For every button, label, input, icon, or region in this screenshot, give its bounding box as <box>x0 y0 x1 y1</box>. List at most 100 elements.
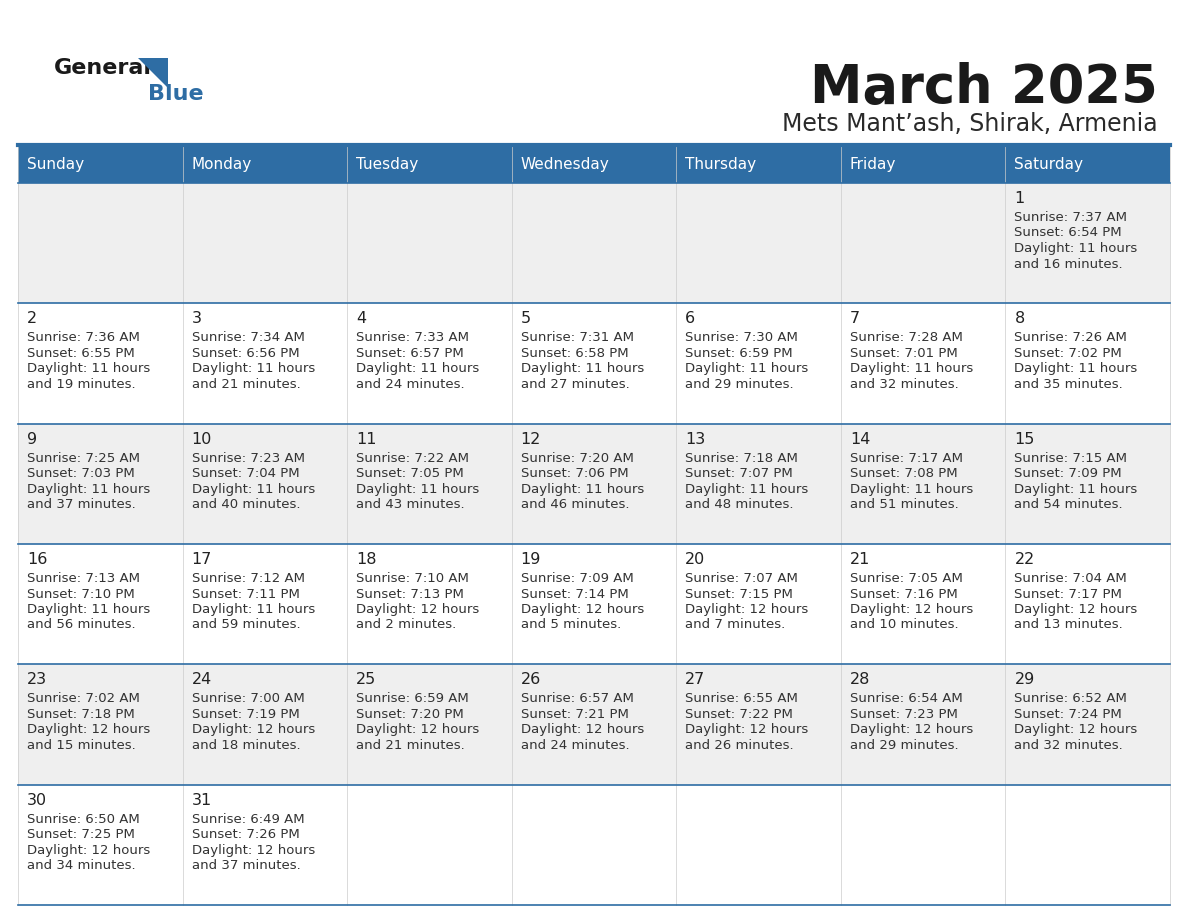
Text: Sunrise: 7:17 AM: Sunrise: 7:17 AM <box>849 452 962 465</box>
Bar <box>347 303 512 424</box>
Text: Mets Mant’ash, Shirak, Armenia: Mets Mant’ash, Shirak, Armenia <box>783 112 1158 136</box>
Text: Sunset: 6:54 PM: Sunset: 6:54 PM <box>1015 227 1121 240</box>
Text: Sunset: 6:59 PM: Sunset: 6:59 PM <box>685 347 792 360</box>
Text: Sunrise: 6:50 AM: Sunrise: 6:50 AM <box>27 812 140 825</box>
Text: and 24 minutes.: and 24 minutes. <box>356 378 465 391</box>
Text: Sunset: 7:21 PM: Sunset: 7:21 PM <box>520 708 628 721</box>
Text: 23: 23 <box>27 672 48 688</box>
Text: 6: 6 <box>685 311 695 326</box>
Bar <box>347 183 512 303</box>
Text: Sunrise: 7:33 AM: Sunrise: 7:33 AM <box>356 331 469 344</box>
Text: Sunrise: 7:10 AM: Sunrise: 7:10 AM <box>356 572 469 585</box>
Text: and 32 minutes.: and 32 minutes. <box>849 378 959 391</box>
Text: 31: 31 <box>191 792 211 808</box>
Bar <box>841 303 1005 424</box>
Text: Sunset: 7:10 PM: Sunset: 7:10 PM <box>27 588 134 600</box>
Text: and 21 minutes.: and 21 minutes. <box>356 739 465 752</box>
Text: Daylight: 11 hours: Daylight: 11 hours <box>520 483 644 496</box>
Text: Sunrise: 7:25 AM: Sunrise: 7:25 AM <box>27 452 140 465</box>
Bar <box>676 544 841 665</box>
Text: Tuesday: Tuesday <box>356 156 418 172</box>
Text: Sunset: 7:01 PM: Sunset: 7:01 PM <box>849 347 958 360</box>
Text: Daylight: 11 hours: Daylight: 11 hours <box>685 483 809 496</box>
Text: Sunset: 6:57 PM: Sunset: 6:57 PM <box>356 347 463 360</box>
Text: Sunset: 6:58 PM: Sunset: 6:58 PM <box>520 347 628 360</box>
Text: Friday: Friday <box>849 156 896 172</box>
Text: 25: 25 <box>356 672 377 688</box>
Text: Sunrise: 6:52 AM: Sunrise: 6:52 AM <box>1015 692 1127 705</box>
Text: Sunrise: 7:05 AM: Sunrise: 7:05 AM <box>849 572 962 585</box>
Bar <box>512 303 676 424</box>
Text: Sunset: 7:15 PM: Sunset: 7:15 PM <box>685 588 794 600</box>
Text: Daylight: 11 hours: Daylight: 11 hours <box>27 363 150 375</box>
Bar <box>18 785 183 905</box>
Text: Daylight: 12 hours: Daylight: 12 hours <box>27 723 150 736</box>
Bar <box>183 145 347 183</box>
Text: and 32 minutes.: and 32 minutes. <box>1015 739 1123 752</box>
Bar <box>1005 183 1170 303</box>
Text: Sunrise: 7:37 AM: Sunrise: 7:37 AM <box>1015 211 1127 224</box>
Text: 3: 3 <box>191 311 202 326</box>
Text: Sunday: Sunday <box>27 156 84 172</box>
Text: 4: 4 <box>356 311 366 326</box>
Text: 7: 7 <box>849 311 860 326</box>
Text: Daylight: 11 hours: Daylight: 11 hours <box>685 363 809 375</box>
Bar <box>1005 303 1170 424</box>
Text: and 34 minutes.: and 34 minutes. <box>27 859 135 872</box>
Text: 18: 18 <box>356 552 377 567</box>
Text: 1: 1 <box>1015 191 1025 206</box>
Text: Sunrise: 6:57 AM: Sunrise: 6:57 AM <box>520 692 633 705</box>
Text: Sunrise: 7:07 AM: Sunrise: 7:07 AM <box>685 572 798 585</box>
Bar <box>841 424 1005 544</box>
Text: Daylight: 12 hours: Daylight: 12 hours <box>356 603 480 616</box>
Text: Sunrise: 6:59 AM: Sunrise: 6:59 AM <box>356 692 469 705</box>
Text: Sunset: 7:16 PM: Sunset: 7:16 PM <box>849 588 958 600</box>
Text: 19: 19 <box>520 552 541 567</box>
Text: Sunrise: 7:36 AM: Sunrise: 7:36 AM <box>27 331 140 344</box>
Text: and 29 minutes.: and 29 minutes. <box>685 378 794 391</box>
Text: Daylight: 11 hours: Daylight: 11 hours <box>191 363 315 375</box>
Polygon shape <box>138 58 168 88</box>
Text: and 37 minutes.: and 37 minutes. <box>27 498 135 511</box>
Bar <box>183 183 347 303</box>
Text: and 26 minutes.: and 26 minutes. <box>685 739 794 752</box>
Bar <box>18 544 183 665</box>
Text: Sunset: 7:14 PM: Sunset: 7:14 PM <box>520 588 628 600</box>
Text: Thursday: Thursday <box>685 156 757 172</box>
Text: 30: 30 <box>27 792 48 808</box>
Bar <box>347 665 512 785</box>
Text: Daylight: 12 hours: Daylight: 12 hours <box>1015 723 1138 736</box>
Text: Daylight: 12 hours: Daylight: 12 hours <box>191 844 315 856</box>
Bar <box>512 145 676 183</box>
Text: Sunset: 7:03 PM: Sunset: 7:03 PM <box>27 467 134 480</box>
Text: Sunset: 7:26 PM: Sunset: 7:26 PM <box>191 828 299 841</box>
Text: Daylight: 12 hours: Daylight: 12 hours <box>849 723 973 736</box>
Text: 13: 13 <box>685 431 706 447</box>
Text: Sunset: 7:09 PM: Sunset: 7:09 PM <box>1015 467 1121 480</box>
Text: Daylight: 11 hours: Daylight: 11 hours <box>520 363 644 375</box>
Text: Daylight: 12 hours: Daylight: 12 hours <box>1015 603 1138 616</box>
Bar <box>841 183 1005 303</box>
Text: and 21 minutes.: and 21 minutes. <box>191 378 301 391</box>
Bar <box>676 785 841 905</box>
Text: Sunrise: 7:34 AM: Sunrise: 7:34 AM <box>191 331 304 344</box>
Text: Sunrise: 7:12 AM: Sunrise: 7:12 AM <box>191 572 304 585</box>
Text: Sunset: 7:13 PM: Sunset: 7:13 PM <box>356 588 465 600</box>
Bar <box>841 665 1005 785</box>
Bar <box>676 303 841 424</box>
Text: and 24 minutes.: and 24 minutes. <box>520 739 630 752</box>
Bar <box>1005 424 1170 544</box>
Text: Sunrise: 7:04 AM: Sunrise: 7:04 AM <box>1015 572 1127 585</box>
Text: Wednesday: Wednesday <box>520 156 609 172</box>
Bar <box>512 785 676 905</box>
Text: 8: 8 <box>1015 311 1025 326</box>
Text: Daylight: 11 hours: Daylight: 11 hours <box>27 603 150 616</box>
Text: Daylight: 11 hours: Daylight: 11 hours <box>356 363 480 375</box>
Bar <box>676 183 841 303</box>
Text: Sunrise: 7:26 AM: Sunrise: 7:26 AM <box>1015 331 1127 344</box>
Bar <box>347 544 512 665</box>
Bar <box>18 183 183 303</box>
Text: 21: 21 <box>849 552 871 567</box>
Text: Sunrise: 7:13 AM: Sunrise: 7:13 AM <box>27 572 140 585</box>
Text: Sunrise: 7:30 AM: Sunrise: 7:30 AM <box>685 331 798 344</box>
